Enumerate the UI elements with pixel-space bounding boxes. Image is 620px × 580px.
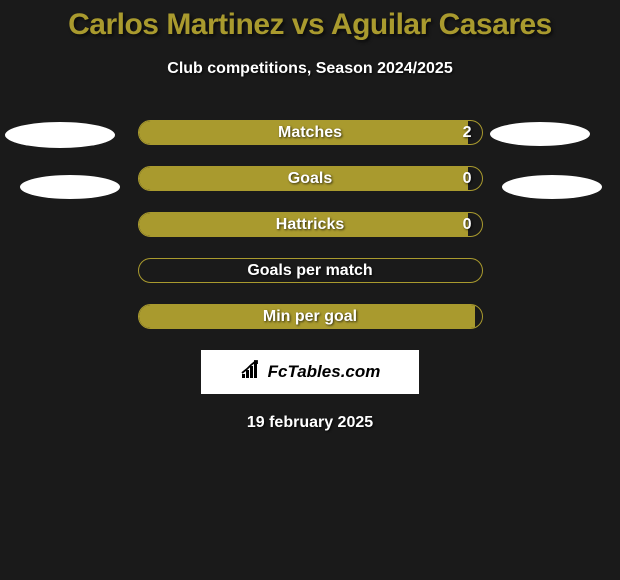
stat-row-hattricks: Hattricks 0	[138, 212, 483, 237]
stat-label: Hattricks	[276, 216, 344, 234]
stat-label: Goals per match	[247, 262, 372, 280]
decor-ellipse	[5, 122, 115, 148]
subtitle: Club competitions, Season 2024/2025	[0, 60, 620, 78]
decor-ellipse	[20, 175, 120, 199]
decor-ellipse	[502, 175, 602, 199]
stat-row-goals: Goals 0	[138, 166, 483, 191]
decor-ellipse	[490, 122, 590, 146]
stats-area: Matches 2 Goals 0 Hattricks 0 Goals per …	[0, 120, 620, 329]
logo-text: FcTables.com	[268, 362, 381, 382]
stat-value: 0	[463, 216, 472, 234]
page-title: Carlos Martinez vs Aguilar Casares	[0, 8, 620, 42]
stat-label: Matches	[278, 124, 342, 142]
date-text: 19 february 2025	[0, 414, 620, 432]
stat-row-min-per-goal: Min per goal	[138, 304, 483, 329]
stat-row-matches: Matches 2	[138, 120, 483, 145]
comparison-widget: Carlos Martinez vs Aguilar Casares Club …	[0, 0, 620, 432]
stat-label: Goals	[288, 170, 332, 188]
stat-value: 0	[463, 170, 472, 188]
branding-box: FcTables.com	[201, 350, 419, 394]
stat-value: 2	[463, 124, 472, 142]
stat-rows: Matches 2 Goals 0 Hattricks 0 Goals per …	[138, 120, 483, 329]
stat-label: Min per goal	[263, 308, 357, 326]
stat-row-goals-per-match: Goals per match	[138, 258, 483, 283]
chart-icon	[240, 360, 264, 385]
